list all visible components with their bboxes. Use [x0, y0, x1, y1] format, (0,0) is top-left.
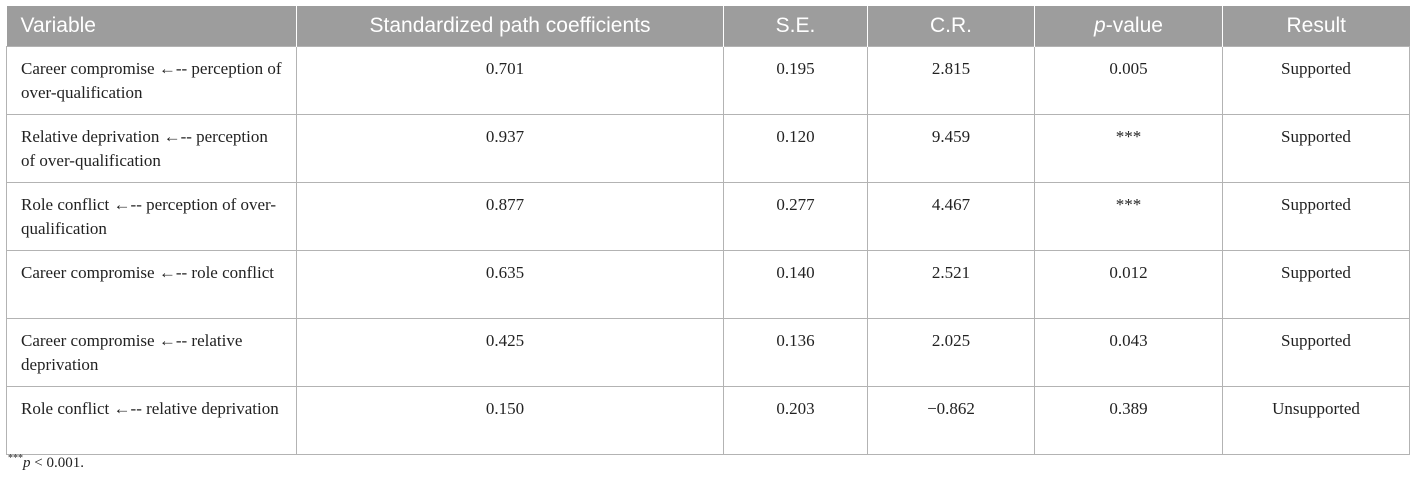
cell-coef: 0.635 — [296, 250, 724, 319]
header-result: Result — [1222, 6, 1410, 47]
table-row: Role conflict ←-- relative deprivation 0… — [6, 386, 1410, 455]
cell-coef: 0.877 — [296, 182, 724, 251]
cell-p-value: 0.043 — [1034, 318, 1223, 387]
cell-se: 0.140 — [723, 250, 868, 319]
cell-se: 0.277 — [723, 182, 868, 251]
cell-cr: 2.521 — [867, 250, 1035, 319]
table-footnote: ***p < 0.001. — [8, 453, 84, 472]
table-row: Relative deprivation ←-- perception of o… — [6, 114, 1410, 183]
cell-variable: Role conflict ←-- relative deprivation — [6, 386, 297, 455]
cell-cr: 2.025 — [867, 318, 1035, 387]
results-table: Variable Standardized path coefficients … — [6, 6, 1410, 455]
cell-result: Unsupported — [1222, 386, 1410, 455]
cell-p-value: *** — [1034, 114, 1223, 183]
footnote-text: < 0.001. — [30, 455, 84, 471]
table-row: Career compromise ←-- perception of over… — [6, 46, 1410, 115]
cell-variable: Career compromise ←-- role conflict — [6, 250, 297, 319]
cell-result: Supported — [1222, 250, 1410, 319]
cell-se: 0.120 — [723, 114, 868, 183]
table-body: Career compromise ←-- perception of over… — [6, 46, 1410, 455]
cell-result: Supported — [1222, 182, 1410, 251]
cell-se: 0.136 — [723, 318, 868, 387]
table-row: Career compromise ←-- role conflict 0.63… — [6, 250, 1410, 319]
cell-coef: 0.701 — [296, 46, 724, 115]
cell-cr: 9.459 — [867, 114, 1035, 183]
cell-coef: 0.150 — [296, 386, 724, 455]
header-p-value: p-value — [1034, 6, 1223, 47]
table-row: Role conflict ←-- perception of over-qua… — [6, 182, 1410, 251]
cell-variable: Relative deprivation ←-- perception of o… — [6, 114, 297, 183]
header-variable: Variable — [6, 6, 297, 47]
cell-cr: 4.467 — [867, 182, 1035, 251]
cell-result: Supported — [1222, 114, 1410, 183]
header-p-rest: -value — [1105, 14, 1163, 37]
cell-coef: 0.425 — [296, 318, 724, 387]
footnote-p-italic: p — [23, 455, 31, 471]
header-cr: C.R. — [867, 6, 1035, 47]
header-se: S.E. — [723, 6, 868, 47]
cell-variable: Role conflict ←-- perception of over-qua… — [6, 182, 297, 251]
table-header: Variable Standardized path coefficients … — [6, 6, 1410, 47]
cell-p-value: 0.005 — [1034, 46, 1223, 115]
cell-result: Supported — [1222, 46, 1410, 115]
header-coef: Standardized path coefficients — [296, 6, 724, 47]
cell-cr: 2.815 — [867, 46, 1035, 115]
cell-cr: −0.862 — [867, 386, 1035, 455]
header-p-italic: p — [1094, 14, 1106, 37]
cell-variable: Career compromise ←-- relative deprivati… — [6, 318, 297, 387]
cell-result: Supported — [1222, 318, 1410, 387]
cell-p-value: 0.389 — [1034, 386, 1223, 455]
footnote-marker: *** — [8, 453, 23, 464]
cell-se: 0.195 — [723, 46, 868, 115]
cell-se: 0.203 — [723, 386, 868, 455]
cell-coef: 0.937 — [296, 114, 724, 183]
table-row: Career compromise ←-- relative deprivati… — [6, 318, 1410, 387]
cell-p-value: *** — [1034, 182, 1223, 251]
cell-variable: Career compromise ←-- perception of over… — [6, 46, 297, 115]
cell-p-value: 0.012 — [1034, 250, 1223, 319]
header-row: Variable Standardized path coefficients … — [6, 6, 1410, 47]
